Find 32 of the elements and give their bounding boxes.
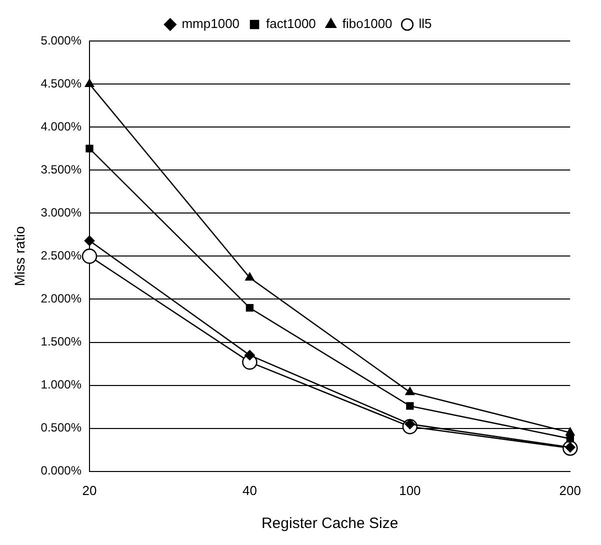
- point: [82, 248, 98, 264]
- point: [245, 272, 254, 281]
- y-tick-label: 1.000%: [40, 378, 82, 392]
- y-tick-label: 1.500%: [40, 334, 82, 349]
- y-tick-label: 0.000%: [40, 464, 82, 478]
- x-axis-title: Register Cache Size: [261, 515, 398, 532]
- point: [405, 387, 414, 396]
- legend-label: mmp1000: [182, 16, 240, 32]
- point: [84, 236, 95, 246]
- y-tick-label: 3.000%: [40, 205, 82, 220]
- point: [406, 402, 414, 410]
- legend-label: ll5: [418, 16, 432, 32]
- y-tick-label: 3.500%: [40, 162, 82, 176]
- y-tick-label: 4.000%: [40, 119, 82, 134]
- y-tick-label: 5.000%: [40, 33, 82, 48]
- point: [84, 78, 94, 87]
- x-tick-label: 20: [82, 482, 97, 498]
- x-tick-label: 100: [399, 482, 421, 498]
- y-tick-label: 4.500%: [40, 76, 82, 90]
- point: [244, 350, 255, 360]
- point: [566, 428, 575, 436]
- y-axis-title: Miss ratio: [11, 226, 28, 286]
- y-tick-label: 0.500%: [40, 420, 82, 435]
- x-tick-label: 40: [242, 482, 257, 498]
- x-tick-label: 200: [559, 482, 582, 498]
- legend-label: fibo1000: [342, 16, 392, 32]
- point: [566, 434, 574, 443]
- legend-label: fact1000: [266, 16, 316, 32]
- point: [246, 304, 254, 312]
- point: [86, 144, 94, 152]
- y-tick-label: 2.000%: [40, 292, 82, 306]
- y-tick-label: 2.500%: [40, 248, 82, 263]
